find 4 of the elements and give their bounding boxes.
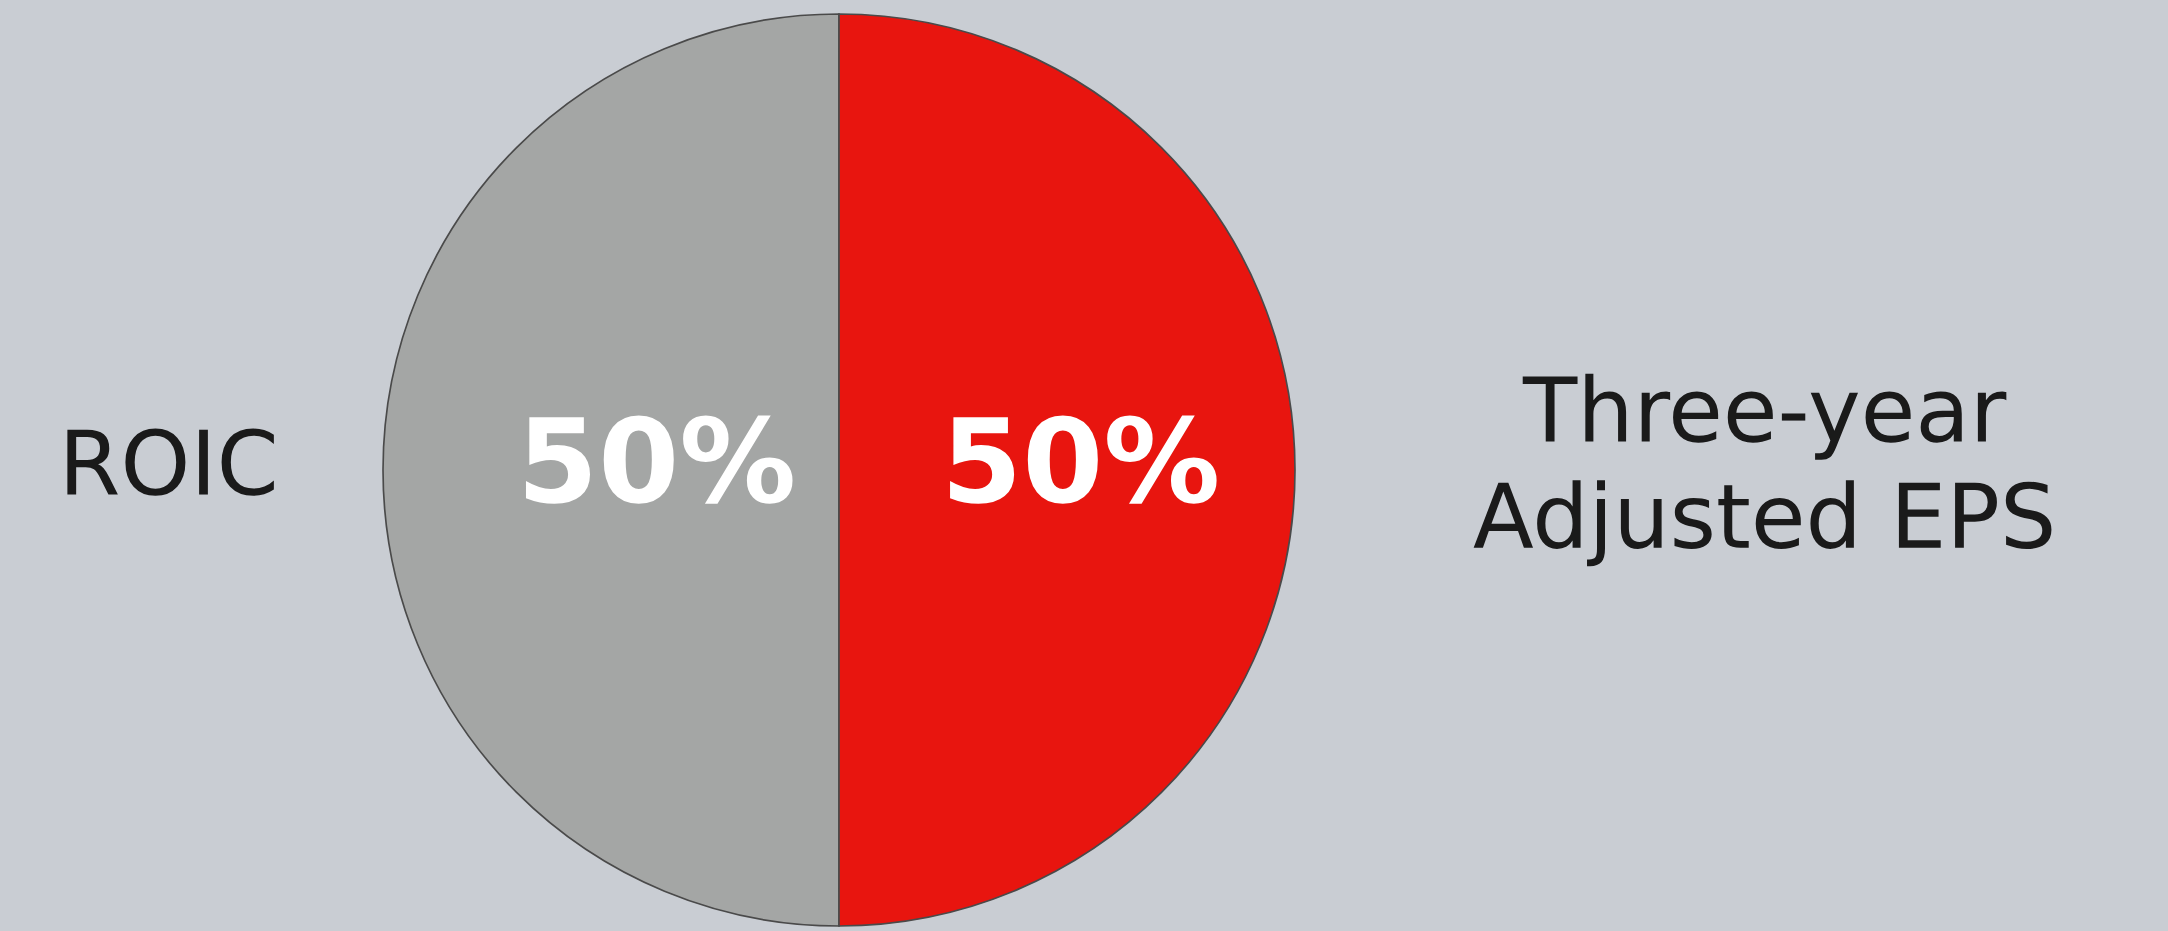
slice-label: Three-year Adjusted EPS bbox=[1473, 373, 2052, 567]
data-label: 50% bbox=[525, 415, 793, 504]
data-label: 50% bbox=[950, 415, 1217, 504]
slice-label: ROIC bbox=[67, 428, 274, 496]
